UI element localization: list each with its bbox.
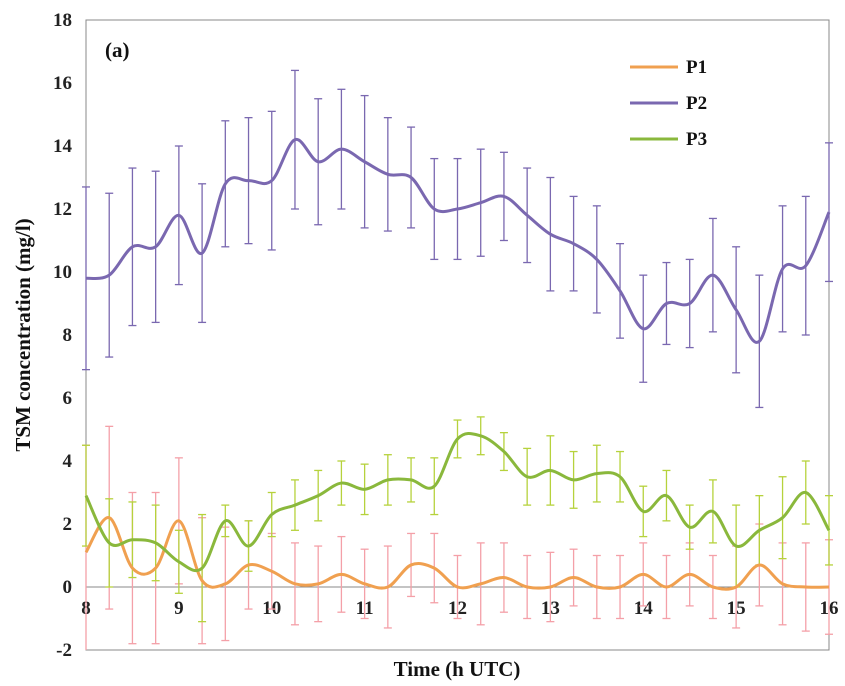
y-tick-label: 6 <box>63 388 73 409</box>
x-tick-labels: 8910111213141516 <box>81 598 838 619</box>
series-line-p2 <box>85 138 831 344</box>
legend: P1 P2 P3 <box>630 57 707 150</box>
legend-label-p2: P2 <box>686 93 707 114</box>
y-tick-label: 18 <box>53 10 72 31</box>
y-tick-labels: -2 0 2 4 6 8 10 12 14 16 18 <box>53 10 73 661</box>
y-tick-label: 2 <box>63 514 73 535</box>
error-bar-p2 <box>825 142 833 283</box>
series-lines <box>84 138 831 591</box>
y-tick-label: 14 <box>53 136 73 157</box>
x-tick-label: 9 <box>174 598 184 619</box>
legend-label-p1: P1 <box>686 57 707 78</box>
y-tick-label: 16 <box>53 73 72 94</box>
series-line-p3 <box>84 431 831 573</box>
y-axis-title: TSM concentration (mg/l) <box>11 218 35 451</box>
x-tick-label: 14 <box>634 598 654 619</box>
y-tick-label: 4 <box>63 451 73 472</box>
y-tick-label: -2 <box>56 640 72 661</box>
series-line-p1 <box>84 516 830 591</box>
y-tick-label: 10 <box>53 262 72 283</box>
legend-label-p3: P3 <box>686 129 707 150</box>
y-tick-label: 12 <box>53 199 72 220</box>
x-axis-title: Time (h UTC) <box>394 657 521 681</box>
y-tick-label: 8 <box>63 325 73 346</box>
panel-label: (a) <box>105 38 130 62</box>
y-tick-label: 0 <box>63 577 73 598</box>
